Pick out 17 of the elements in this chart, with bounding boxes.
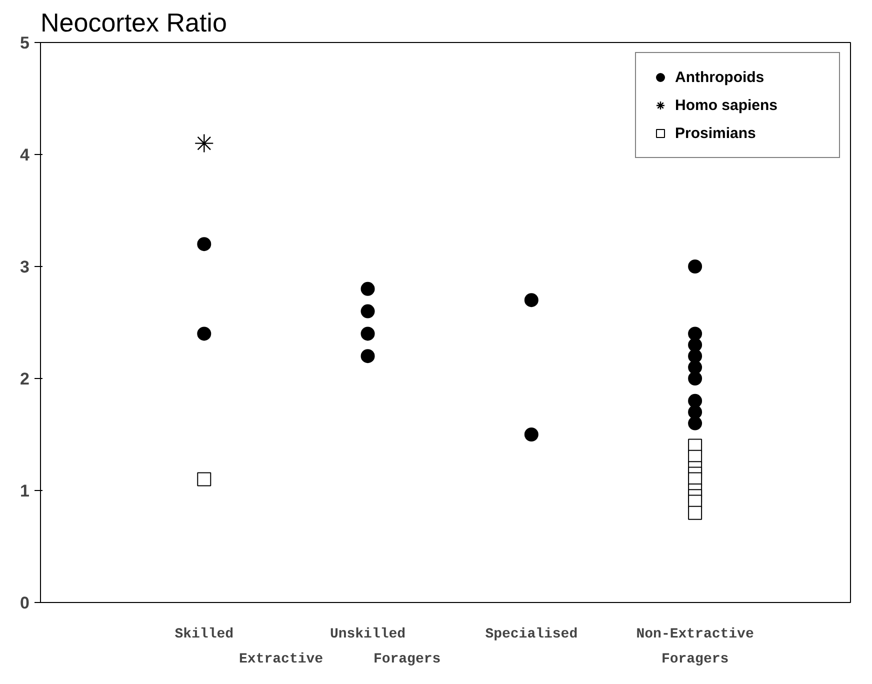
y-tick-label: 0: [20, 594, 30, 612]
x-tick-label: Unskilled: [330, 626, 406, 642]
x-tick-label: Non-Extractive: [636, 626, 754, 642]
y-tick-label: 1: [20, 482, 30, 500]
text: Foragers: [661, 652, 729, 668]
y-tick-label: 2: [20, 370, 30, 388]
legend-label: Anthropoids: [675, 68, 766, 86]
legend-label: Homo sapiens: [675, 96, 779, 114]
legend-label: Prosimians: [675, 124, 757, 142]
y-tick-label: 3: [20, 258, 30, 276]
x-tick-label: Skilled: [174, 626, 234, 642]
text: Extractive: [239, 652, 324, 668]
y-tick-label: 4: [20, 146, 30, 164]
text: Foragers: [373, 652, 441, 668]
y-tick-label: 5: [20, 34, 30, 52]
chart-title: Neocortex Ratio: [40, 8, 227, 38]
x-tick-label: Specialised: [485, 626, 578, 642]
